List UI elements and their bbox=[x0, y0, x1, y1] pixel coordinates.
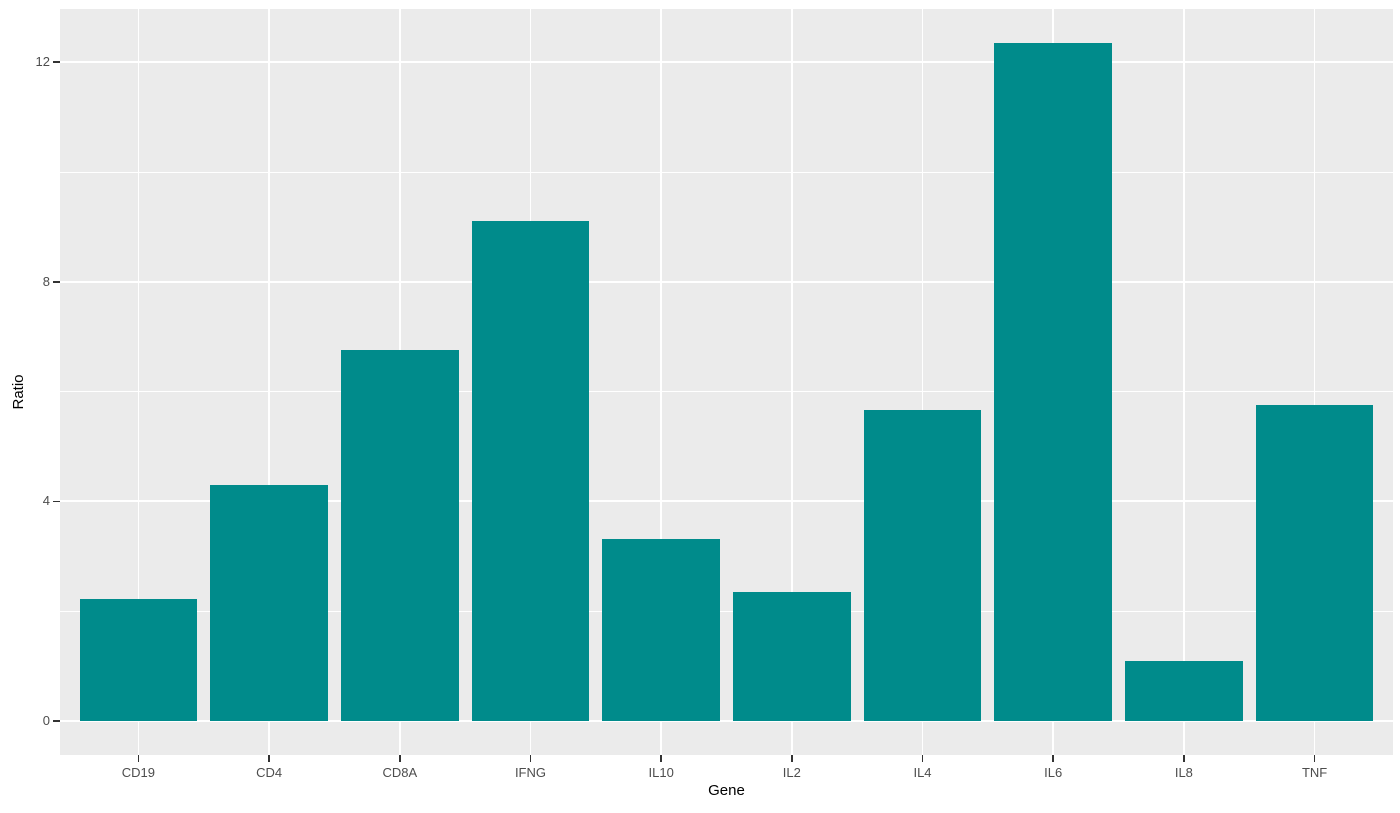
gridline-major-x-il10 bbox=[660, 9, 662, 755]
y-tick-0 bbox=[53, 720, 60, 722]
bar-il2 bbox=[733, 591, 851, 721]
gridline-major-y-4 bbox=[60, 500, 1393, 503]
y-tick-8 bbox=[53, 281, 60, 283]
x-tick-tnf bbox=[1313, 755, 1316, 762]
x-tick-label-ifng: IFNG bbox=[514, 765, 546, 780]
x-tick-label-il10: IL10 bbox=[648, 765, 674, 780]
x-tick-label-il2: IL2 bbox=[782, 765, 801, 780]
bar-il6 bbox=[994, 43, 1113, 721]
gridline-major-x-cd19 bbox=[137, 9, 140, 755]
bar-il10 bbox=[602, 539, 720, 721]
x-tick-ifng bbox=[529, 755, 532, 762]
x-tick-label-il6: IL6 bbox=[1044, 765, 1063, 780]
y-tick-label-4: 4 bbox=[42, 493, 50, 509]
bar-cd8a bbox=[340, 350, 459, 721]
x-tick-label-cd19: CD19 bbox=[121, 765, 156, 780]
gridline-minor-y-2 bbox=[60, 610, 1393, 612]
bar-ifng bbox=[471, 220, 590, 721]
x-tick-label-il8: IL8 bbox=[1174, 765, 1193, 780]
gridline-major-x-tnf bbox=[1313, 9, 1316, 755]
plot-panel bbox=[60, 9, 1393, 755]
gridline-major-y-0 bbox=[60, 719, 1393, 722]
x-tick-label-cd8a: CD8A bbox=[382, 765, 418, 780]
bar-il4 bbox=[863, 409, 982, 721]
gridline-major-x-cd4 bbox=[268, 9, 270, 755]
y-tick-4 bbox=[53, 500, 60, 503]
x-tick-cd8a bbox=[399, 755, 401, 762]
x-tick-label-tnf: TNF bbox=[1301, 765, 1328, 780]
bar-il8 bbox=[1125, 660, 1243, 721]
bar-cd4 bbox=[210, 485, 328, 721]
x-tick-il2 bbox=[791, 755, 793, 762]
gridline-major-x-il8 bbox=[1183, 9, 1185, 755]
y-axis: 0 4 8 12 bbox=[0, 9, 60, 755]
bar-cd19 bbox=[79, 599, 198, 721]
gridline-major-x-il2 bbox=[791, 9, 793, 755]
y-axis-title: Ratio bbox=[9, 374, 27, 410]
bar-tnf bbox=[1255, 404, 1374, 721]
x-tick-il10 bbox=[660, 755, 662, 762]
x-tick-cd4 bbox=[268, 755, 270, 762]
x-tick-il8 bbox=[1183, 755, 1185, 762]
x-tick-label-cd4: CD4 bbox=[256, 765, 283, 780]
gridline-major-x-il4 bbox=[921, 9, 924, 755]
y-tick-label-8: 8 bbox=[42, 273, 50, 289]
x-tick-cd19 bbox=[137, 755, 140, 762]
x-tick-il4 bbox=[921, 755, 924, 762]
x-tick-il6 bbox=[1052, 755, 1054, 762]
x-axis: CD19 CD4 CD8A IFNG IL10 IL2 IL4 IL6 IL8 TNF bbox=[60, 755, 1393, 795]
y-tick-label-12: 12 bbox=[35, 54, 50, 70]
x-tick-label-il4: IL4 bbox=[913, 765, 932, 780]
x-axis-title: Gene bbox=[708, 782, 745, 799]
y-tick-label-0: 0 bbox=[42, 712, 50, 728]
gridline-minor-y-10 bbox=[60, 171, 1393, 173]
gridline-major-y-8 bbox=[60, 280, 1393, 283]
gridline-major-y-12 bbox=[60, 61, 1393, 64]
gridline-minor-y-6 bbox=[60, 391, 1393, 393]
y-tick-12 bbox=[53, 61, 60, 63]
